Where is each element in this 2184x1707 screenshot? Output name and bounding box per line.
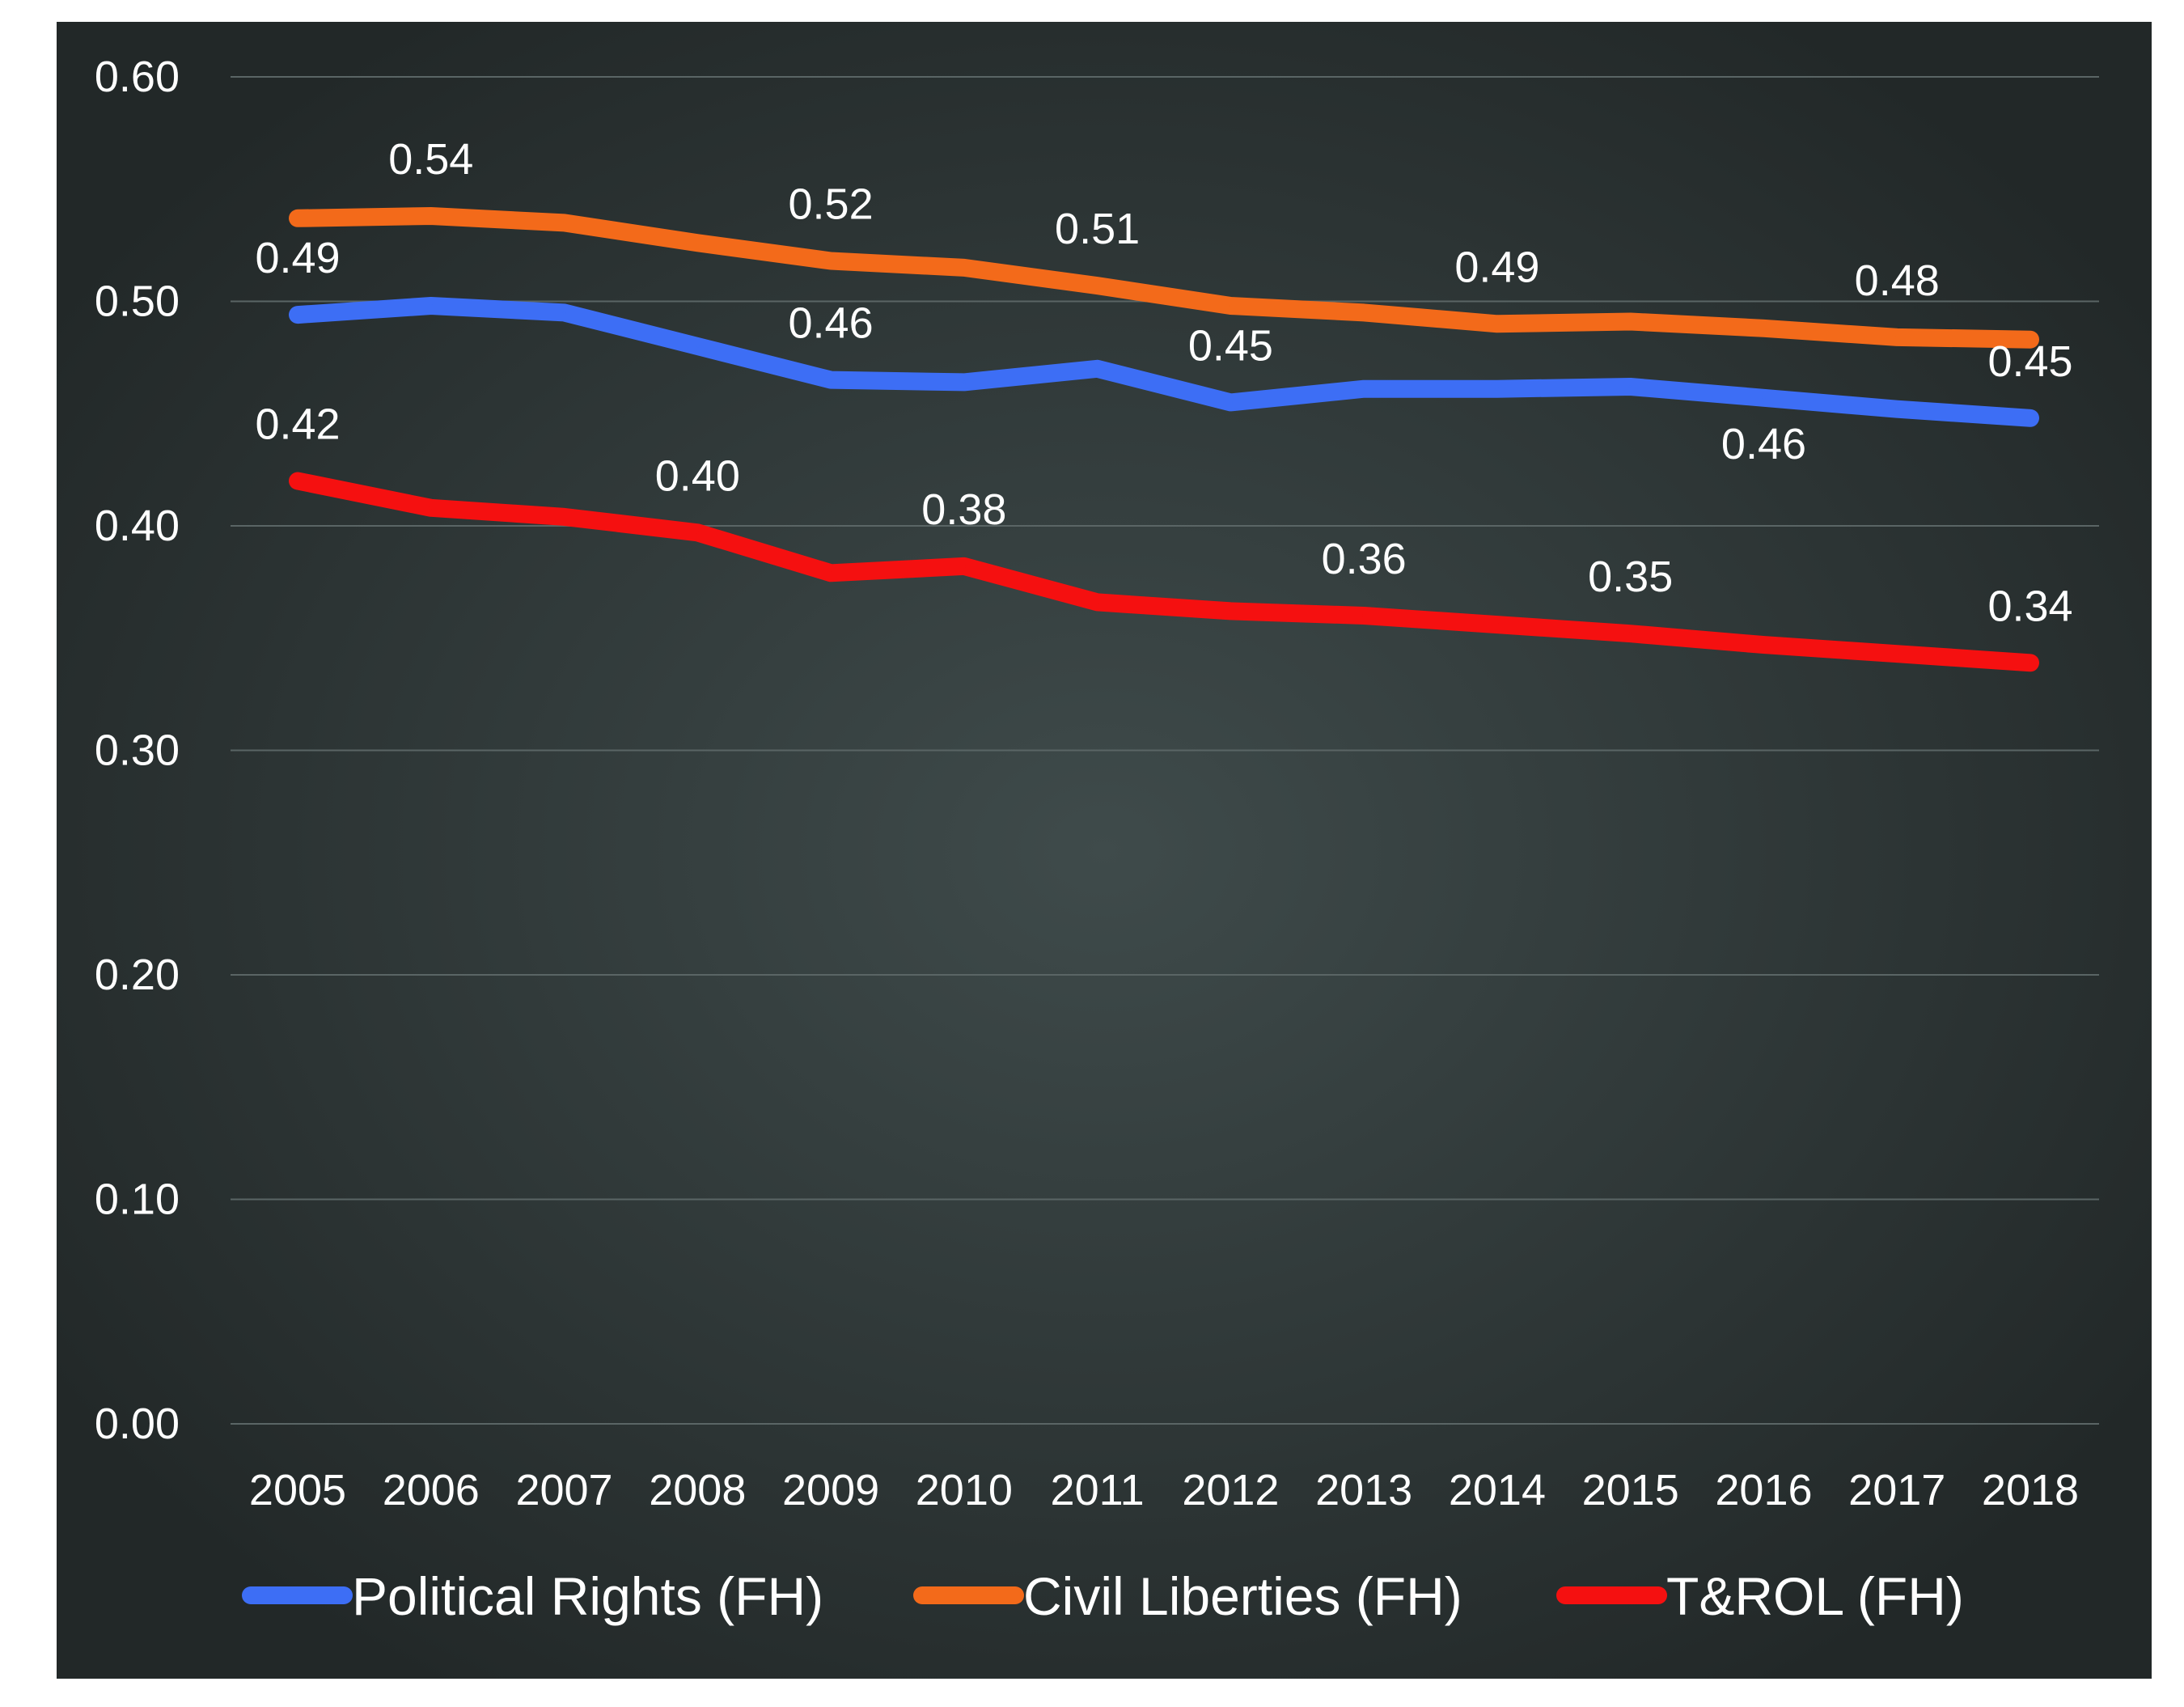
x-tick-label: 2014 — [1449, 1466, 1546, 1514]
data-point — [429, 304, 433, 308]
data-point — [696, 531, 700, 535]
x-tick-label: 2008 — [649, 1466, 746, 1514]
data-label: 0.46 — [789, 299, 874, 348]
data-point — [1762, 326, 1766, 330]
data-point — [962, 380, 966, 384]
data-point — [1895, 407, 1899, 411]
data-point — [2029, 661, 2032, 665]
x-tick-label: 2013 — [1315, 1466, 1412, 1514]
data-label: 0.51 — [1055, 205, 1140, 253]
x-tick-label: 2009 — [782, 1466, 879, 1514]
data-point — [696, 241, 700, 245]
data-point — [829, 259, 833, 263]
data-label: 0.45 — [1987, 337, 2072, 386]
x-tick-label: 2018 — [1982, 1466, 2079, 1514]
data-point — [829, 571, 833, 575]
data-point — [1362, 387, 1366, 391]
data-label: 0.54 — [388, 135, 473, 184]
data-point — [1895, 652, 1899, 656]
data-point — [296, 479, 299, 483]
data-point — [962, 265, 966, 269]
x-axis-ticks: 2005 2006 2007 2008 2009 2010 2011 2012 2013 2014… — [249, 1466, 2079, 1514]
series-lines — [289, 207, 2039, 672]
data-point — [562, 515, 566, 519]
data-label: 0.35 — [1588, 553, 1673, 601]
data-point — [1495, 387, 1499, 391]
data-labels: 0.49 0.46 0.45 0.46 0.45 0.54 0.52 0.51 0.49 0.48… — [255, 135, 2072, 630]
data-point — [429, 214, 433, 218]
y-tick-label: 0.00 — [95, 1400, 180, 1448]
data-point — [829, 378, 833, 382]
x-tick-label: 2017 — [1848, 1466, 1945, 1514]
y-tick-label: 0.10 — [95, 1175, 180, 1224]
data-point — [2029, 337, 2032, 341]
data-point — [1495, 322, 1499, 326]
x-tick-label: 2015 — [1582, 1466, 1679, 1514]
x-tick-label: 2007 — [515, 1466, 612, 1514]
x-tick-label: 2012 — [1182, 1466, 1279, 1514]
y-tick-label: 0.20 — [95, 951, 180, 999]
data-point — [562, 221, 566, 225]
data-point — [2029, 416, 2032, 420]
data-label: 0.45 — [1188, 321, 1273, 370]
data-point — [1095, 366, 1099, 371]
plot-background — [57, 22, 2152, 1679]
data-point — [1495, 623, 1499, 627]
data-point — [1095, 284, 1099, 288]
data-point — [1229, 400, 1233, 405]
y-tick-label: 0.30 — [95, 726, 180, 775]
data-point — [1362, 614, 1366, 617]
data-label: 0.34 — [1987, 582, 2072, 630]
x-tick-label: 2016 — [1715, 1466, 1812, 1514]
series-line-0 — [289, 297, 2039, 427]
data-label: 0.42 — [255, 400, 340, 449]
data-point — [296, 216, 299, 220]
data-point — [1628, 384, 1632, 388]
data-point — [562, 311, 566, 315]
data-point — [1362, 311, 1366, 315]
data-point — [1229, 609, 1233, 613]
data-point — [696, 345, 700, 348]
series-line-1 — [289, 207, 2039, 349]
data-label: 0.40 — [655, 451, 740, 500]
data-point — [429, 506, 433, 510]
data-point — [1762, 643, 1766, 647]
data-point — [962, 564, 966, 568]
data-label: 0.48 — [1855, 256, 1940, 305]
data-label: 0.36 — [1322, 535, 1407, 583]
data-point — [296, 313, 299, 317]
legend-label: T&ROL (FH) — [1666, 1566, 1964, 1626]
data-point — [1095, 600, 1099, 604]
x-tick-label: 2006 — [383, 1466, 480, 1514]
data-point — [1895, 335, 1899, 339]
data-label: 0.52 — [789, 180, 874, 229]
data-label: 0.49 — [255, 234, 340, 282]
y-axis-ticks: 0.00 0.10 0.20 0.30 0.40 0.50 0.60 — [95, 53, 180, 1448]
y-tick-label: 0.50 — [95, 277, 180, 326]
data-point — [1628, 320, 1632, 324]
x-tick-label: 2005 — [249, 1466, 346, 1514]
data-label: 0.38 — [921, 485, 1006, 534]
legend-label: Civil Liberties (FH) — [1023, 1566, 1462, 1626]
series-line-2 — [289, 472, 2039, 672]
x-tick-label: 2010 — [916, 1466, 1013, 1514]
legend: Political Rights (FH) Civil Liberties (FH… — [242, 1566, 1964, 1626]
y-tick-label: 0.40 — [95, 502, 180, 550]
y-tick-label: 0.60 — [95, 53, 180, 101]
data-label: 0.46 — [1721, 420, 1806, 468]
data-point — [1762, 396, 1766, 400]
x-tick-label: 2011 — [1051, 1466, 1145, 1514]
data-point — [1229, 304, 1233, 308]
data-point — [1628, 632, 1632, 636]
data-label: 0.49 — [1454, 243, 1539, 291]
legend-label: Political Rights (FH) — [352, 1566, 823, 1626]
